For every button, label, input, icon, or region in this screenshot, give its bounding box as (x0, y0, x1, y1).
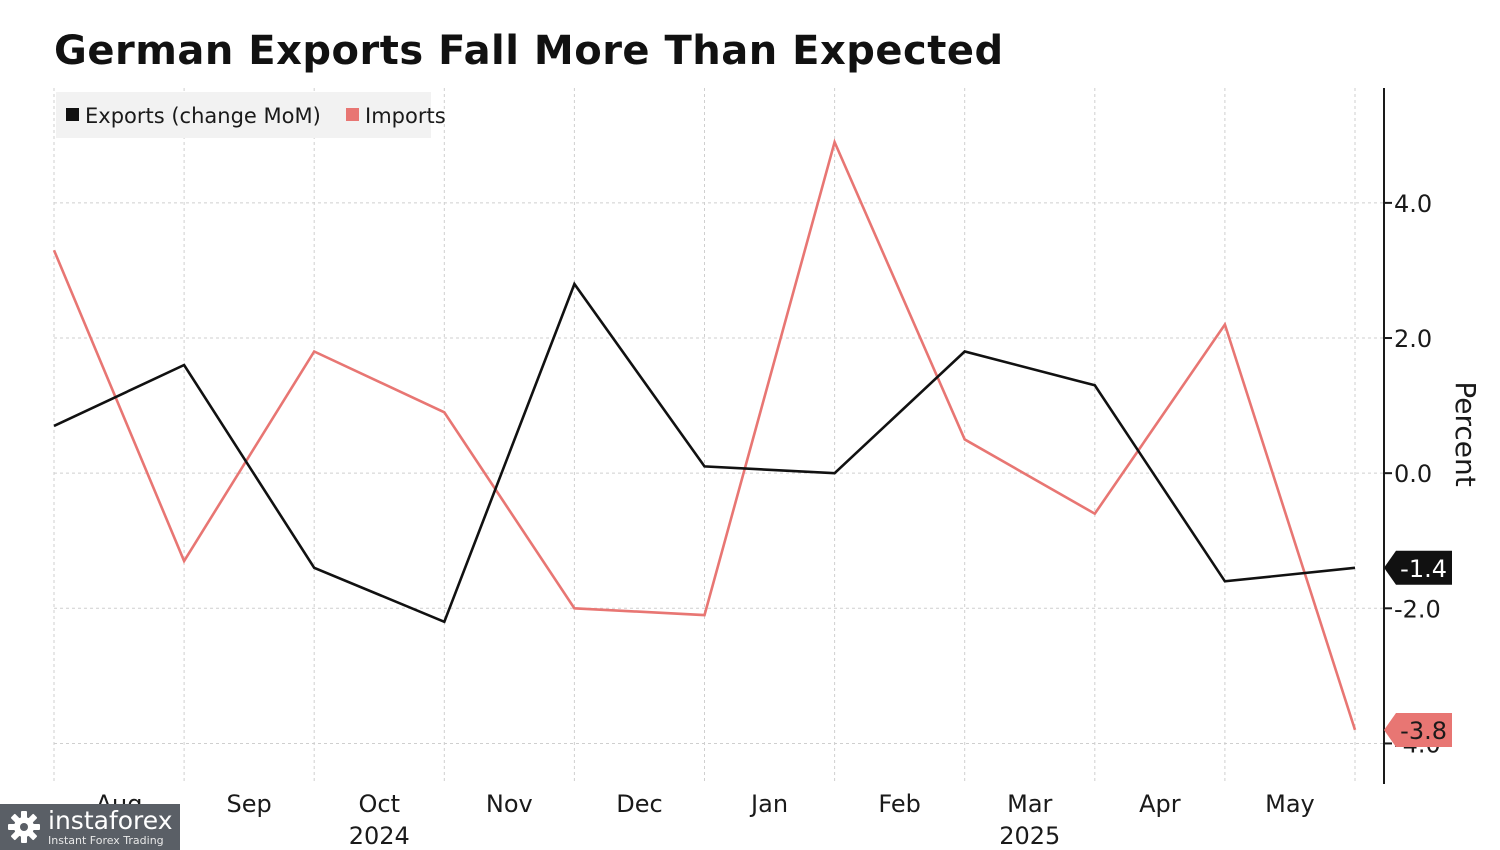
y-tick-label: 4.0 (1394, 190, 1432, 218)
gear-logo-icon (8, 811, 40, 843)
x-tick-label: Feb (878, 790, 921, 818)
legend-label-exports: Exports (change MoM) (85, 104, 321, 128)
x-year-label: 2025 (999, 822, 1060, 850)
y-tick-label: 2.0 (1394, 325, 1432, 353)
x-year-label: 2024 (349, 822, 410, 850)
watermark-subtitle: Instant Forex Trading (48, 834, 164, 847)
gridlines (53, 88, 1384, 784)
chart-title: German Exports Fall More Than Expected (54, 28, 1004, 74)
last-value-labels: -1.4 -3.8 (1384, 550, 1452, 747)
x-axis-labels: AugSepOctNovDecJanFebMarAprMay20242025 (96, 790, 1315, 850)
legend-box (56, 92, 431, 138)
x-tick-label: Nov (486, 790, 533, 818)
last-value-label-exports: -1.4 (1400, 555, 1447, 583)
x-tick-label: Dec (616, 790, 662, 818)
legend-swatch-imports (346, 108, 359, 121)
x-tick-label: Sep (227, 790, 272, 818)
x-tick-label: Oct (359, 790, 401, 818)
y-tick-label: -2.0 (1394, 595, 1441, 623)
x-tick-label: Apr (1139, 790, 1181, 818)
instaforex-watermark: instaforex Instant Forex Trading (0, 804, 180, 850)
legend-swatch-exports (66, 108, 79, 121)
x-tick-label: Mar (1007, 790, 1052, 818)
x-tick-label: Jan (749, 790, 788, 818)
y-axis-title: Percent (1449, 381, 1482, 486)
series-line-exports (53, 281, 1356, 624)
last-value-tag-imports (1384, 712, 1452, 747)
watermark-brand: instaforex (48, 806, 173, 835)
legend: Exports (change MoM) Imports (56, 92, 446, 138)
last-value-tag-exports (1384, 550, 1452, 585)
y-tick-label: 0.0 (1394, 460, 1432, 488)
legend-label-imports: Imports (365, 104, 446, 128)
x-tick-label: May (1265, 790, 1315, 818)
series-lines (52, 138, 1357, 731)
last-value-label-imports: -3.8 (1400, 717, 1447, 745)
